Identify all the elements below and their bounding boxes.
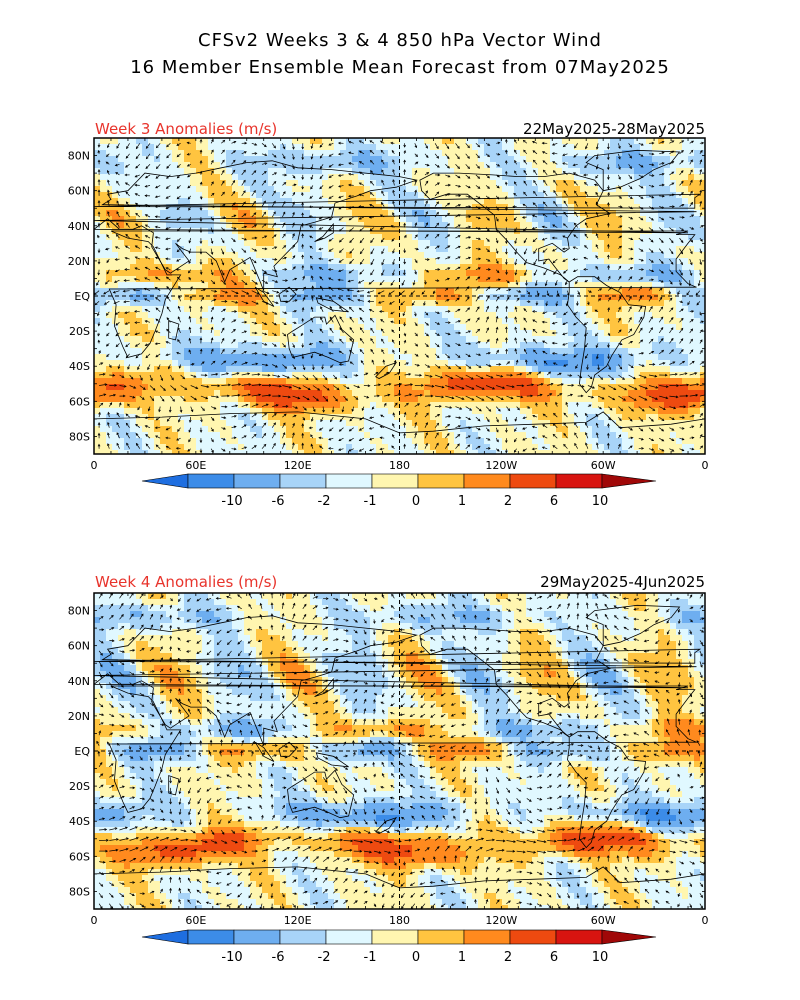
lat-tick-label: EQ: [74, 290, 90, 303]
week4-map-frame: [93, 592, 706, 910]
lon-tick-label: 120E: [284, 459, 312, 472]
lon-tick-label: 60E: [185, 459, 206, 472]
colorbar-label: -10: [221, 494, 242, 509]
lat-tick-label: 80S: [69, 885, 90, 898]
colorbar-left-extension: [141, 929, 189, 945]
colorbar-right-extension: [601, 473, 657, 489]
colorbar-label: 10: [592, 950, 609, 965]
colorbar-segment: [417, 929, 465, 945]
colorbar-label: 2: [504, 950, 512, 965]
colorbar-label: 6: [550, 494, 558, 509]
lon-tick-label: 120W: [485, 914, 517, 927]
colorbar-segment: [555, 473, 603, 489]
colorbar-segment: [417, 473, 465, 489]
colorbar-segment: [325, 929, 373, 945]
lon-tick-label: 0: [91, 459, 98, 472]
week3-panel-label: Week 3 Anomalies (m/s): [95, 120, 277, 138]
lat-tick-label: 60N: [68, 640, 90, 653]
lat-tick-label: 40N: [68, 675, 90, 688]
lon-tick-label: 60E: [185, 914, 206, 927]
colorbar-label: 2: [504, 494, 512, 509]
colorbar-segment: [233, 929, 281, 945]
colorbar-label: -1: [364, 950, 377, 965]
week3-colorbar: -10 -6 -2 -1 0 1 2 6 10: [141, 473, 657, 509]
lat-tick-label: 40S: [69, 815, 90, 828]
colorbar-label: 0: [412, 950, 420, 965]
lat-tick-label: 20N: [68, 255, 90, 268]
chart-title-line2: 16 Member Ensemble Mean Forecast from 07…: [130, 57, 670, 78]
week4-wind-vectors: [96, 593, 705, 909]
week4-coastlines: [94, 604, 705, 909]
lon-tick-label: 60W: [591, 914, 616, 927]
colorbar-label: 1: [458, 494, 466, 509]
lat-tick-label: 40N: [68, 220, 90, 233]
colorbar-label: 1: [458, 950, 466, 965]
lat-tick-label: 80N: [68, 150, 90, 163]
colorbar-segment: [371, 473, 419, 489]
lat-tick-label: 80N: [68, 605, 90, 618]
colorbar-right-extension: [601, 929, 657, 945]
lon-tick-label: 60W: [591, 459, 616, 472]
colorbar-segment: [371, 929, 419, 945]
lon-tick-label: 120W: [485, 459, 517, 472]
colorbar-segment: [509, 473, 557, 489]
colorbar-segment: [463, 929, 511, 945]
week4-anomaly-map-panel: Week 4 Anomalies (m/s) 29May2025-4Jun202…: [68, 573, 709, 927]
week3-anomaly-map-panel: Week 3 Anomalies (m/s) 22May2025-28May20…: [68, 120, 709, 472]
colorbar-label: -2: [318, 494, 331, 509]
colorbar-segment: [187, 929, 235, 945]
week3-axis-labels: 80N 60N 40N 20N EQ 20S 40S 60S 80S 0 60E 120E 180 120…: [68, 150, 709, 472]
lat-tick-label: 40S: [69, 360, 90, 373]
week4-colorbar: -10 -6 -2 -1 0 1 2 6 10: [141, 929, 657, 965]
colorbar-segment: [555, 929, 603, 945]
colorbar-label: -1: [364, 494, 377, 509]
lat-tick-label: 60S: [69, 395, 90, 408]
lat-tick-label: 60S: [69, 850, 90, 863]
lon-tick-label: 0: [91, 914, 98, 927]
lat-tick-label: 80S: [69, 430, 90, 443]
colorbar-segment: [233, 473, 281, 489]
colorbar-label: -10: [221, 950, 242, 965]
colorbar-label: 6: [550, 950, 558, 965]
lon-tick-label: 0: [702, 459, 709, 472]
colorbar-segment: [325, 473, 373, 489]
lat-tick-label: 60N: [68, 185, 90, 198]
colorbar-label: -6: [272, 950, 285, 965]
lon-tick-label: 180: [389, 459, 410, 472]
week4-panel-label: Week 4 Anomalies (m/s): [95, 573, 277, 591]
lat-tick-label: EQ: [74, 745, 90, 758]
week3-coastlines: [94, 149, 705, 454]
lat-tick-label: 20N: [68, 710, 90, 723]
week4-date-range: 29May2025-4Jun2025: [540, 573, 705, 591]
week4-axis-labels: 80N 60N 40N 20N EQ 20S 40S 60S 80S 0 60E 120E 180 120…: [68, 605, 709, 927]
colorbar-left-extension: [141, 473, 189, 489]
week3-map-frame: [93, 137, 706, 455]
lat-tick-label: 20S: [69, 325, 90, 338]
colorbar-segment: [279, 473, 327, 489]
colorbar-label: 0: [412, 494, 420, 509]
week3-anomaly-field: [94, 138, 705, 454]
colorbar-segment: [187, 473, 235, 489]
lon-tick-label: 180: [389, 914, 410, 927]
week3-date-range: 22May2025-28May2025: [523, 120, 705, 138]
colorbar-label: -2: [318, 950, 331, 965]
lat-tick-label: 20S: [69, 780, 90, 793]
chart-title-line1: CFSv2 Weeks 3 & 4 850 hPa Vector Wind: [198, 30, 602, 51]
colorbar-segment: [279, 929, 327, 945]
colorbar-label: 10: [592, 494, 609, 509]
colorbar-label: -6: [272, 494, 285, 509]
lon-tick-label: 120E: [284, 914, 312, 927]
colorbar-segment: [509, 929, 557, 945]
lon-tick-label: 0: [702, 914, 709, 927]
week3-wind-vectors: [94, 138, 705, 454]
colorbar-segment: [463, 473, 511, 489]
